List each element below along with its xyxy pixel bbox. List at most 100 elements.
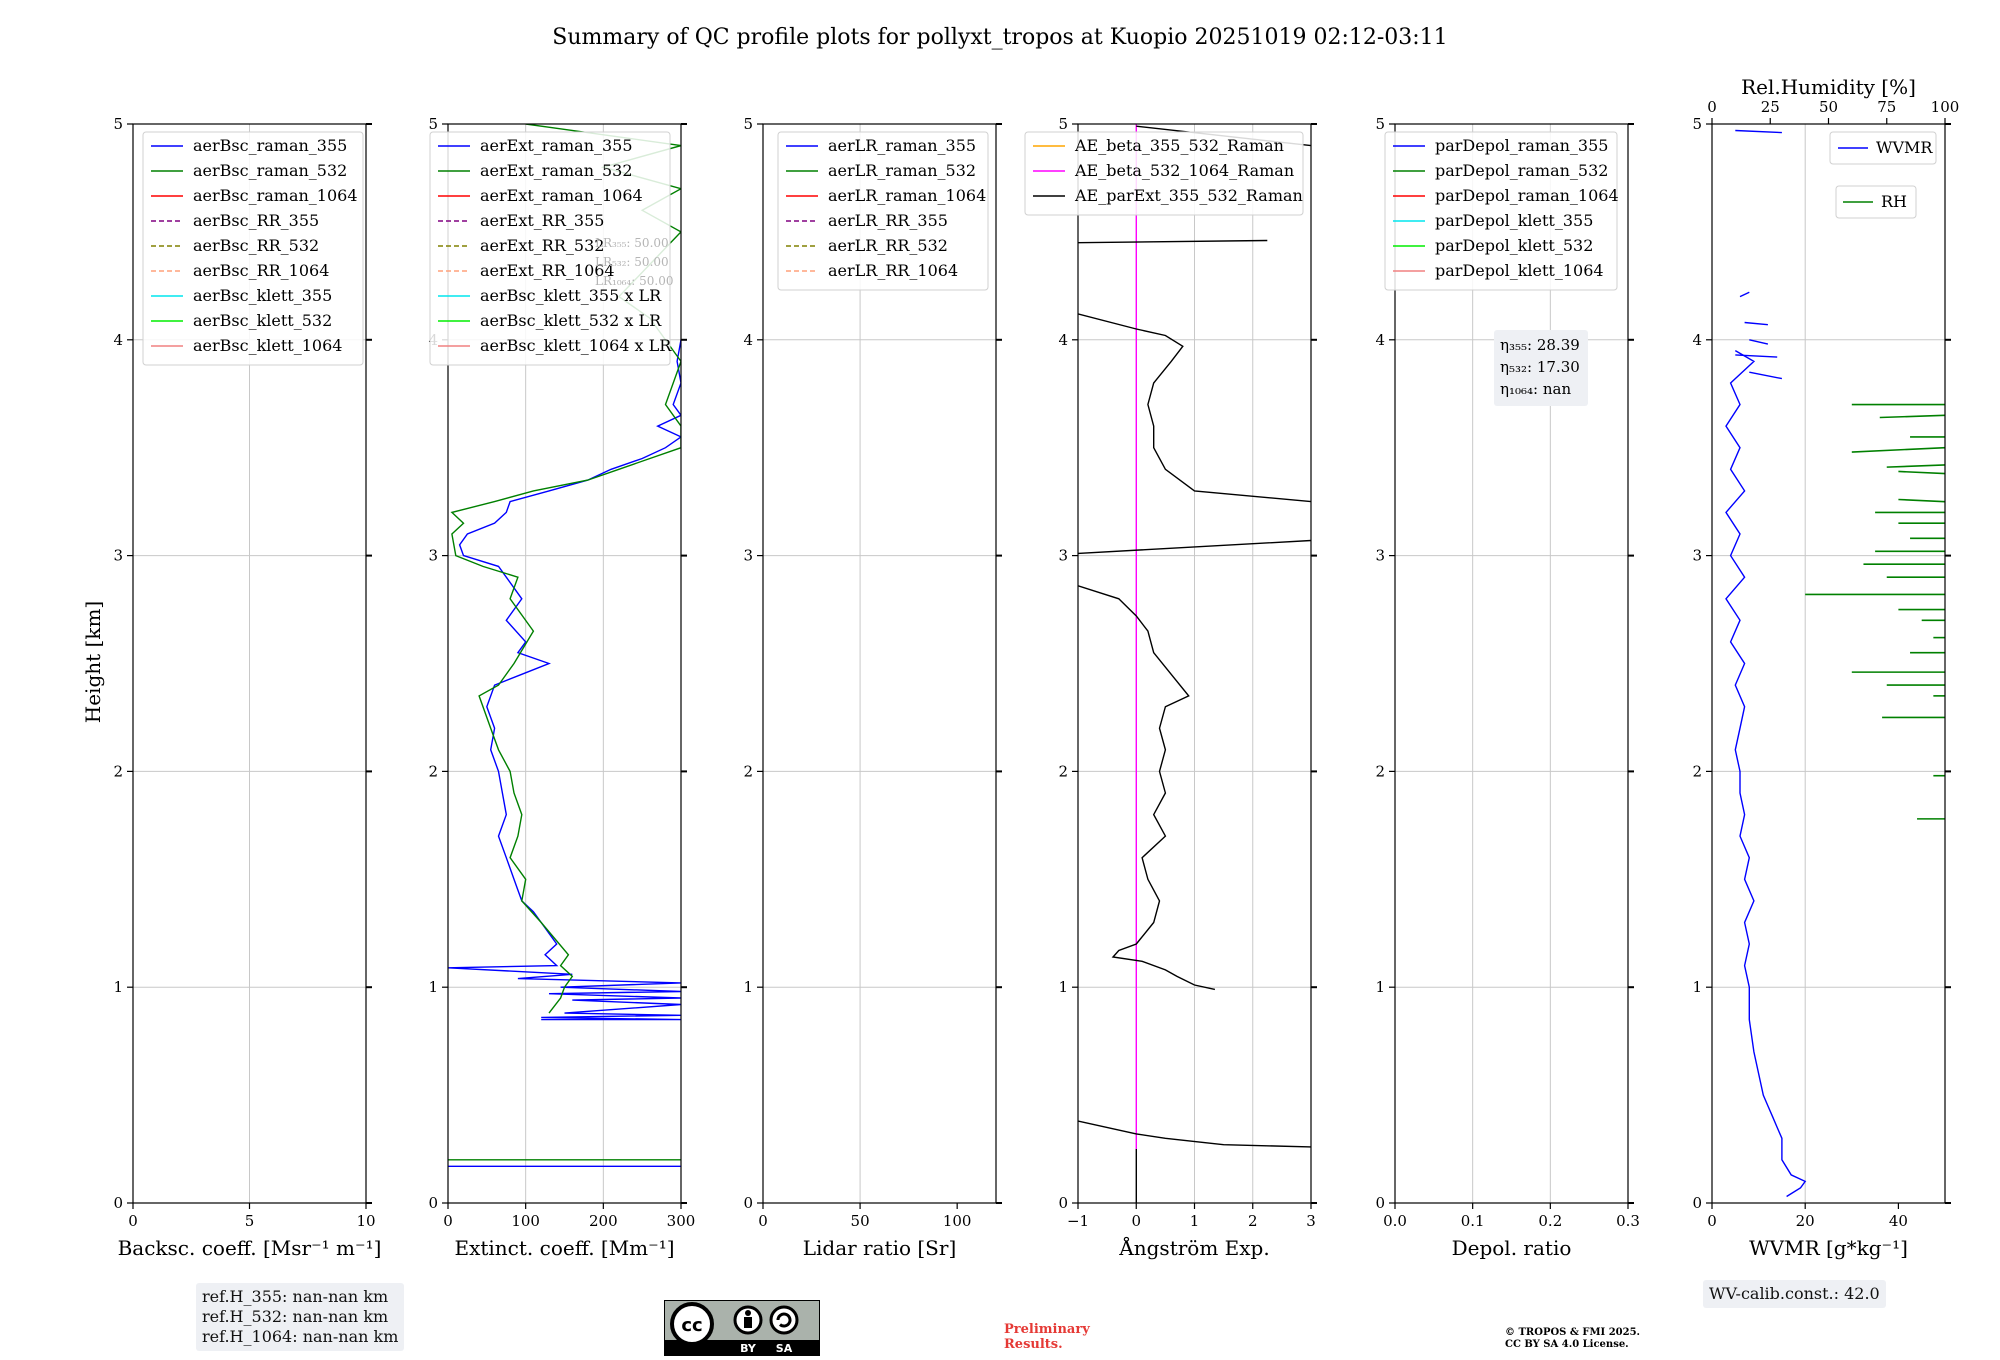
y-tick-label: 5	[113, 115, 123, 133]
x-tick-label: 40	[1889, 1212, 1908, 1230]
legend: parDepol_raman_355 parDepol_raman_532 parD…	[1384, 131, 1619, 291]
x-axis-label: Extinct. coeff. [Mm⁻¹]	[454, 1236, 674, 1260]
panel-depolarization: 0 1 2 3 4 5 0.0 0.1 0.2 0.3 Depol. ratio parDepol_r…	[1375, 115, 1639, 1260]
x-tick-label: 0.3	[1616, 1212, 1640, 1230]
y-axis-label: Height [km]	[81, 601, 105, 723]
legend: aerBsc_raman_355 aerBsc_raman_532 aerBsc_r…	[142, 131, 364, 366]
legend-box	[1024, 131, 1304, 216]
x-tick-label: 200	[589, 1212, 618, 1230]
x-tick-label: 10	[356, 1212, 375, 1230]
lr-annotation: LR₁₀₆₄: 50.00	[595, 274, 673, 288]
y-tick-label: 0	[113, 1194, 123, 1212]
y-tick-label: 1	[1375, 978, 1385, 996]
y-tick-label: 5	[1058, 115, 1068, 133]
y-tick-label: 5	[743, 115, 753, 133]
legend-entry: aerLR_RR_532	[828, 236, 948, 255]
y-tick-label: 1	[1058, 978, 1068, 996]
preliminary-results-note: Preliminary Results.	[1004, 1322, 1090, 1352]
legend-entry: AE_parExt_355_532_Raman	[1074, 186, 1303, 205]
ref-height-532: ref.H_532: nan-nan km	[202, 1307, 389, 1326]
legend: aerLR_raman_355 aerLR_raman_532 aerLR_rama…	[777, 131, 989, 291]
y-tick-label: 1	[1692, 978, 1702, 996]
legend-wvmr: WVMR	[1829, 131, 1937, 165]
legend-box	[429, 131, 671, 366]
legend-entry: aerBsc_klett_355	[193, 286, 332, 305]
axes-frame	[1394, 123, 1629, 1204]
series-WVMR_upper	[1735, 129, 1783, 380]
y-tick-label: 5	[1375, 115, 1385, 133]
legend-entry: aerExt_RR_1064	[480, 261, 615, 280]
ref-height-355: ref.H_355: nan-nan km	[202, 1287, 389, 1306]
legend-entry: aerBsc_klett_355 x LR	[480, 286, 662, 305]
y-tick-label: 4	[113, 331, 123, 349]
ref-height-box: ref.H_355: nan-nan km ref.H_532: nan-nan…	[196, 1283, 405, 1351]
legend-entry: aerBsc_raman_532	[193, 161, 347, 180]
top-x-tick-label: 100	[1931, 98, 1960, 116]
top-x-axis-label: Rel.Humidity [%]	[1741, 75, 1916, 99]
x-tick-label: 300	[667, 1212, 696, 1230]
y-tick-label: 4	[743, 331, 753, 349]
legend-entry: aerBsc_klett_1064 x LR	[480, 336, 672, 355]
x-tick-label: 3	[1306, 1212, 1316, 1230]
x-tick-label: 0	[758, 1212, 768, 1230]
x-tick-label: 0	[1131, 1212, 1141, 1230]
legend-entry: aerExt_raman_355	[480, 136, 633, 155]
sa-share-icon	[769, 1305, 799, 1335]
copyright-line-1: © TROPOS & FMI 2025.	[1505, 1327, 1641, 1338]
legend-entry: aerExt_RR_355	[480, 211, 604, 230]
legend-entry: aerExt_raman_532	[480, 161, 633, 180]
x-tick-label: 0	[443, 1212, 453, 1230]
legend: aerExt_raman_355 aerExt_raman_532 aerExt_r…	[429, 131, 672, 366]
legend-entry: parDepol_raman_532	[1435, 161, 1608, 180]
legend-entry: aerBsc_raman_1064	[193, 186, 358, 205]
x-tick-label: −1	[1067, 1212, 1089, 1230]
panel-extinction: 0123450100200300Extinct. coeff. [Mm⁻¹]ae…	[428, 115, 695, 1260]
legend-entry: aerBsc_RR_1064	[193, 261, 329, 280]
y-tick-label: 4	[1058, 331, 1068, 349]
cc-icon	[670, 1302, 714, 1346]
series-aerExt_raman_355	[448, 339, 681, 1167]
eta-annotation: η₁₀₆₄: nan	[1500, 380, 1571, 398]
axes-frame	[1711, 123, 1946, 1204]
axes-frame	[762, 123, 997, 1204]
legend-entry: parDepol_klett_532	[1435, 236, 1593, 255]
x-tick-label: 5	[245, 1212, 255, 1230]
rh-segment	[1898, 470, 1945, 475]
axes-frame	[447, 123, 682, 1204]
x-axis-label: Lidar ratio [Sr]	[803, 1236, 957, 1260]
y-tick-label: 0	[428, 1194, 438, 1212]
by-label: BY	[740, 1342, 757, 1355]
y-tick-label: 5	[1692, 115, 1702, 133]
top-x-tick-label: 75	[1877, 98, 1896, 116]
x-tick-label: 100	[511, 1212, 540, 1230]
y-tick-label: 0	[1375, 1194, 1385, 1212]
legend-box	[1384, 131, 1618, 291]
legend-entry: aerLR_RR_355	[828, 211, 948, 230]
rh-segment	[1851, 446, 1945, 453]
legend-entry: aerBsc_klett_1064	[193, 336, 342, 355]
y-tick-label: 4	[1692, 331, 1702, 349]
rh-segment	[1898, 498, 1945, 503]
x-axis-label: Depol. ratio	[1452, 1236, 1572, 1260]
y-tick-label: 2	[428, 762, 438, 780]
y-tick-label: 5	[428, 115, 438, 133]
x-axis-label: Backsc. coeff. [Msr⁻¹ m⁻¹]	[118, 1236, 382, 1260]
x-tick-label: 0.1	[1461, 1212, 1485, 1230]
y-tick-label: 2	[1692, 762, 1702, 780]
y-tick-label: 3	[743, 547, 753, 565]
legend-rh: RH	[1835, 185, 1917, 219]
legend-box	[777, 131, 989, 291]
legend-entry: WVMR	[1876, 138, 1933, 157]
wv-calib-box: WV-calib.const.: 42.0	[1703, 1280, 1886, 1308]
legend-box	[1835, 185, 1917, 219]
y-tick-label: 1	[113, 978, 123, 996]
legend-entry: parDepol_raman_1064	[1435, 186, 1619, 205]
figure-title: Summary of QC profile plots for pollyxt_…	[552, 25, 1447, 50]
top-x-tick-label: 50	[1819, 98, 1838, 116]
x-tick-label: 100	[943, 1212, 972, 1230]
y-tick-label: 0	[1692, 1194, 1702, 1212]
y-tick-label: 3	[1058, 547, 1068, 565]
preliminary-line-2: Results.	[1004, 1337, 1063, 1352]
